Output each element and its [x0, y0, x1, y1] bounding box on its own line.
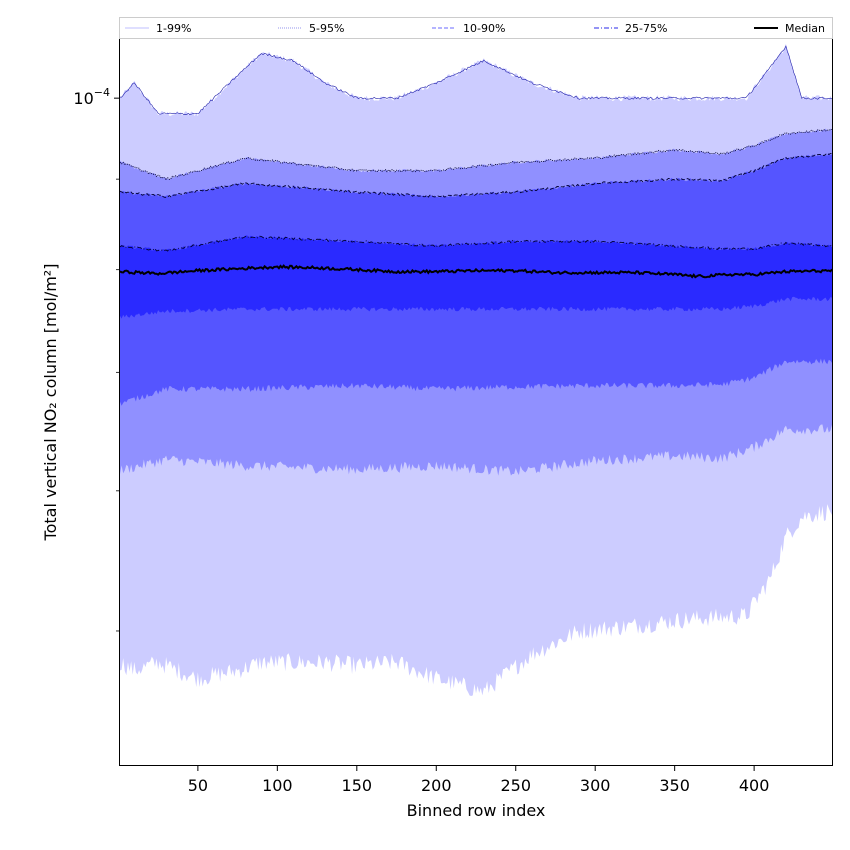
series-line-Median: [119, 264, 833, 279]
legend-label: 10-90%: [463, 22, 505, 35]
legend: 1-99% 5-95% 10-90% 25-75% Median: [119, 17, 833, 39]
band-edge-25-75%: [119, 235, 833, 252]
x-tick-label: 300: [580, 776, 611, 795]
series-lines: [119, 45, 833, 279]
x-tick-label: 250: [500, 776, 531, 795]
x-tick-label: 50: [188, 776, 208, 795]
legend-label: 1-99%: [156, 22, 191, 35]
legend-label: 25-75%: [625, 22, 667, 35]
legend-label: Median: [785, 22, 825, 35]
legend-frame: [119, 17, 833, 39]
band-edge-10-90%: [119, 152, 833, 198]
y-axis-label: Total vertical NO₂ column [mol/m²]: [41, 264, 60, 542]
x-axis-ticks: 50 100 150 200 250 300 350 400: [188, 765, 770, 795]
band-edge-5-95%: [119, 128, 833, 181]
x-tick-label: 100: [262, 776, 293, 795]
legend-label: 5-95%: [309, 22, 344, 35]
x-tick-label: 150: [342, 776, 373, 795]
y-axis-ticks: 10−4: [73, 86, 120, 632]
band-edge-1-99%: [119, 45, 833, 116]
band-25-75%: [120, 235, 832, 319]
x-tick-label: 400: [739, 776, 770, 795]
x-tick-label: 200: [421, 776, 452, 795]
percentile-bands: [120, 43, 832, 697]
y-tick-label: 10−4: [73, 86, 110, 108]
x-tick-label: 350: [659, 776, 690, 795]
x-axis-label: Binned row index: [407, 801, 546, 820]
